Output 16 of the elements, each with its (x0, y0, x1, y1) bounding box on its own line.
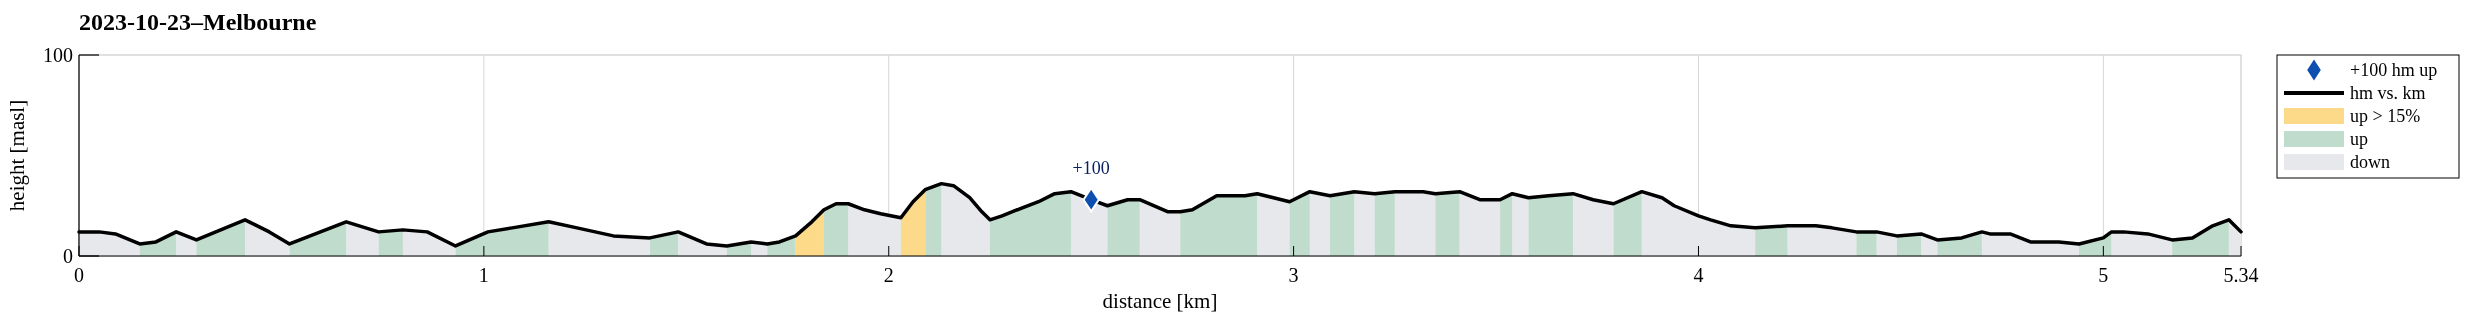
legend-label: up (2350, 129, 2368, 149)
x-tick-label: 4 (1693, 264, 1704, 286)
legend-label: down (2350, 152, 2390, 172)
y-tick-label: 100 (43, 44, 73, 66)
legend-label: +100 hm up (2350, 60, 2438, 80)
chart-title: 2023-10-23–Melbourne (79, 9, 317, 35)
y-axis-title: height [masl] (5, 99, 29, 212)
x-tick-label: 1 (478, 264, 489, 286)
x-axis-title: distance [km] (1102, 289, 1218, 313)
legend-label: up > 15% (2350, 106, 2421, 126)
legend-label: hm vs. km (2350, 83, 2426, 103)
x-tick-label: 3 (1288, 264, 1299, 286)
annotation: +100 (1072, 157, 1110, 178)
x-tick-label: 5 (2098, 264, 2109, 286)
x-tick-label: 2 (883, 264, 894, 286)
x-tick-label: 5.34 (2223, 264, 2259, 286)
